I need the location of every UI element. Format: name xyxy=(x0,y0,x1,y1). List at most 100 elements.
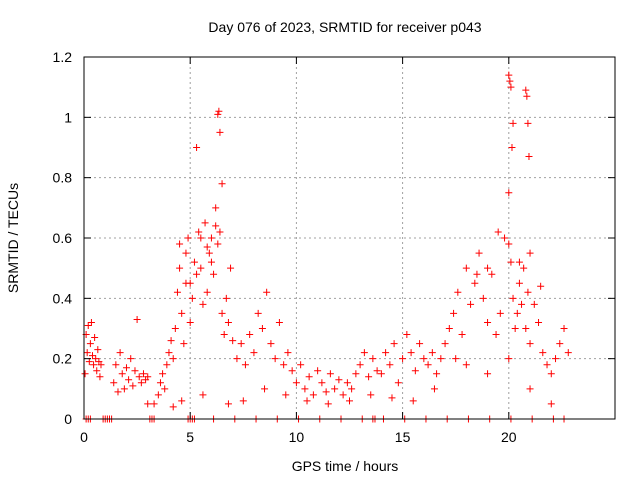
data-point xyxy=(564,349,572,357)
data-point xyxy=(458,331,466,339)
data-point xyxy=(165,349,173,357)
data-point xyxy=(129,382,137,390)
data-point xyxy=(556,340,564,348)
data-point xyxy=(515,258,523,266)
data-point xyxy=(560,325,568,332)
data-point xyxy=(261,385,269,393)
data-point xyxy=(237,340,245,348)
data-point xyxy=(184,234,192,242)
data-point xyxy=(193,270,201,278)
axis-ticks xyxy=(83,56,615,420)
data-point xyxy=(324,400,332,408)
data-point xyxy=(428,349,436,357)
data-point xyxy=(263,288,271,296)
data-point xyxy=(507,258,515,266)
data-point xyxy=(509,119,517,127)
data-point xyxy=(496,309,504,317)
data-point xyxy=(169,355,177,363)
data-point xyxy=(441,340,449,348)
data-point xyxy=(116,349,124,357)
data-point xyxy=(507,83,515,91)
data-point xyxy=(513,309,521,317)
data-point xyxy=(505,189,513,197)
data-point xyxy=(454,288,462,296)
data-point xyxy=(390,340,398,348)
data-point xyxy=(450,309,458,317)
data-point xyxy=(92,355,100,363)
data-point xyxy=(84,321,92,329)
data-point xyxy=(280,361,288,369)
data-point xyxy=(524,119,532,127)
data-point xyxy=(322,388,330,396)
data-point xyxy=(207,234,215,242)
data-point xyxy=(254,309,262,317)
data-point xyxy=(471,279,479,287)
x-tick-label: 20 xyxy=(501,429,517,445)
data-point xyxy=(547,370,555,378)
chart-title: Day 076 of 2023, SRMTID for receiver p04… xyxy=(208,19,481,35)
data-point xyxy=(193,144,201,151)
data-point xyxy=(326,370,334,378)
data-point xyxy=(131,367,139,375)
data-point xyxy=(303,397,311,405)
data-point xyxy=(210,270,218,278)
data-point xyxy=(467,300,475,308)
data-point xyxy=(127,355,135,363)
data-point xyxy=(377,370,385,378)
data-point xyxy=(505,355,513,363)
data-point xyxy=(524,288,532,296)
x-tick-labels: 0 5 10 15 20 xyxy=(80,429,517,445)
data-point xyxy=(216,128,224,136)
data-point xyxy=(520,264,528,272)
data-point xyxy=(488,270,496,278)
data-point xyxy=(163,361,171,369)
data-point xyxy=(250,349,258,357)
data-point xyxy=(271,355,279,363)
data-point xyxy=(288,367,296,375)
data-point xyxy=(388,394,396,402)
data-point xyxy=(212,222,220,230)
data-point xyxy=(522,86,530,94)
data-point xyxy=(267,340,275,348)
data-point xyxy=(144,400,152,408)
data-point xyxy=(178,309,186,317)
data-point xyxy=(186,318,194,326)
data-point xyxy=(85,358,93,366)
data-point xyxy=(90,361,98,369)
data-point xyxy=(505,71,513,79)
data-point xyxy=(150,400,158,408)
data-point xyxy=(120,385,128,393)
data-point xyxy=(301,385,309,393)
data-point xyxy=(346,397,353,405)
data-point xyxy=(360,349,368,357)
data-point xyxy=(216,228,224,236)
data-point xyxy=(199,391,207,399)
data-point xyxy=(494,228,502,236)
x-tick-label: 5 xyxy=(186,429,194,445)
data-point xyxy=(201,219,209,227)
data-point xyxy=(367,391,375,399)
data-point xyxy=(445,325,453,332)
data-point xyxy=(233,355,241,363)
data-point xyxy=(452,355,460,363)
data-point xyxy=(505,240,513,248)
data-point xyxy=(227,264,235,272)
data-point xyxy=(292,379,300,387)
data-point xyxy=(484,318,492,326)
data-point xyxy=(118,370,126,378)
data-point xyxy=(411,367,419,375)
y-tick-label: 0.8 xyxy=(53,170,73,186)
data-point xyxy=(462,264,470,272)
data-point xyxy=(161,385,169,393)
data-point xyxy=(484,370,492,378)
data-point xyxy=(180,340,188,348)
data-point xyxy=(309,391,317,399)
data-point xyxy=(318,379,326,387)
data-point xyxy=(93,367,101,375)
data-point xyxy=(220,331,228,339)
data-point xyxy=(190,258,198,266)
data-point xyxy=(515,279,523,287)
data-point xyxy=(518,300,526,308)
data-point xyxy=(122,364,130,372)
